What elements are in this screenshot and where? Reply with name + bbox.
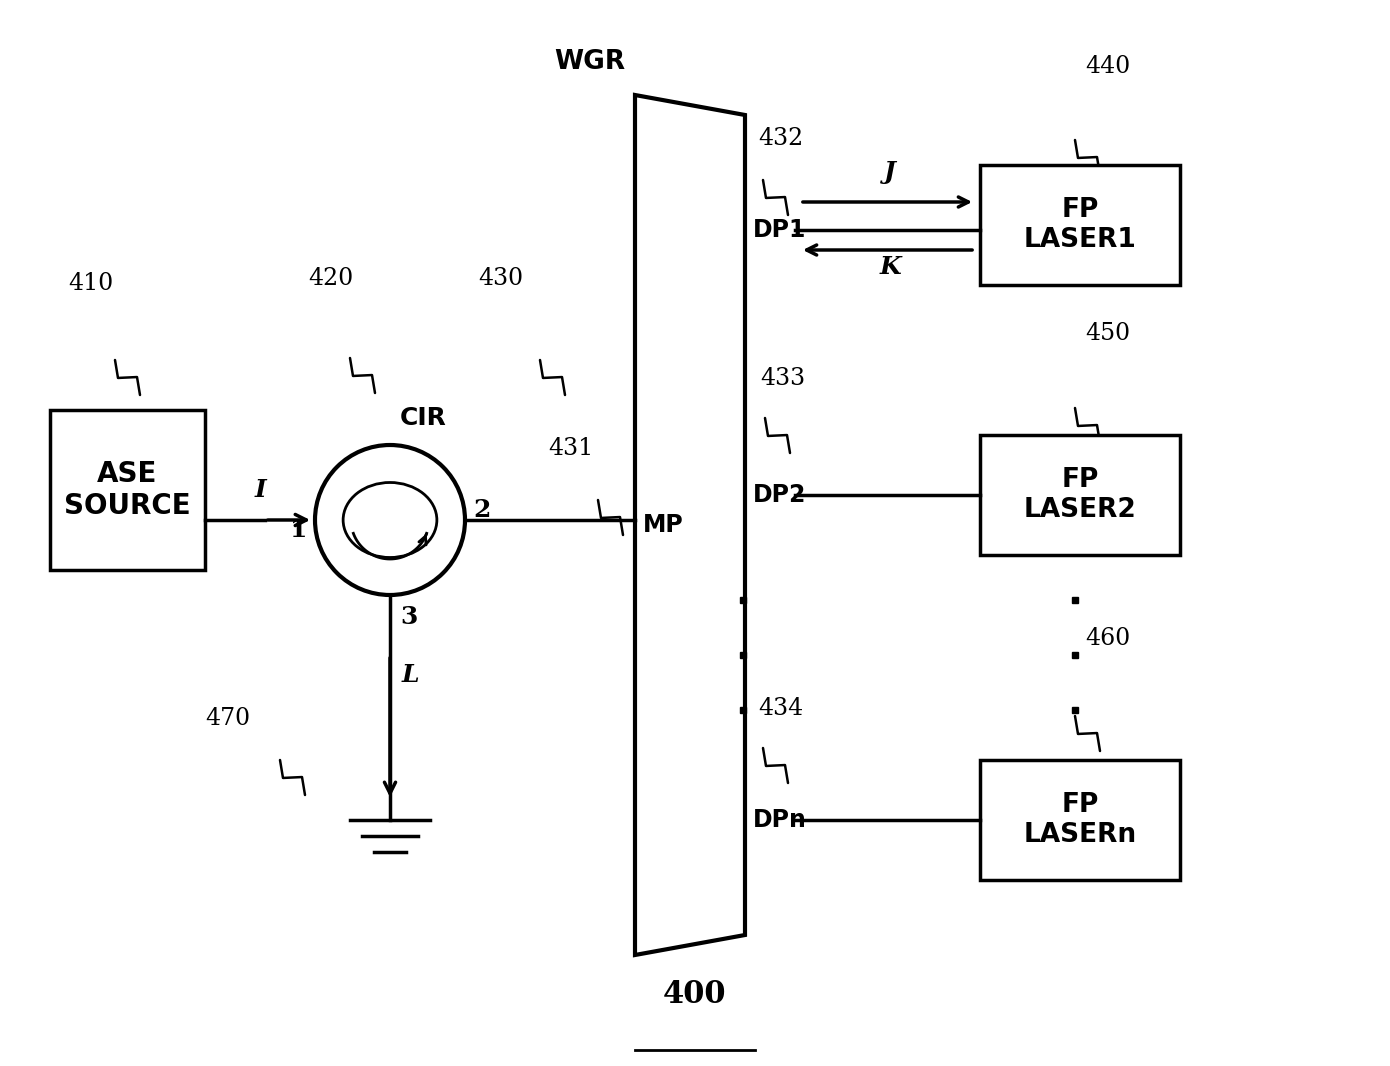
- FancyBboxPatch shape: [980, 435, 1180, 555]
- Text: 400: 400: [663, 979, 727, 1010]
- Text: L: L: [402, 663, 420, 687]
- Text: 420: 420: [309, 266, 353, 290]
- Text: 470: 470: [204, 707, 250, 730]
- Text: CIR: CIR: [400, 406, 446, 430]
- Text: 460: 460: [1086, 627, 1130, 650]
- Text: J: J: [884, 160, 897, 184]
- Text: DP1: DP1: [753, 219, 806, 242]
- FancyBboxPatch shape: [50, 410, 204, 570]
- Text: 432: 432: [758, 127, 803, 150]
- Text: 2: 2: [473, 498, 491, 522]
- FancyBboxPatch shape: [980, 760, 1180, 881]
- Text: 433: 433: [760, 367, 805, 390]
- Text: 440: 440: [1086, 55, 1130, 78]
- Text: FP
LASERn: FP LASERn: [1023, 792, 1137, 847]
- Text: FP
LASER1: FP LASER1: [1023, 197, 1137, 253]
- Text: WGR: WGR: [553, 49, 626, 75]
- Text: 3: 3: [400, 605, 417, 629]
- Text: K: K: [878, 255, 901, 279]
- Text: 410: 410: [68, 272, 113, 295]
- Text: I: I: [254, 478, 265, 502]
- Text: MP: MP: [644, 513, 684, 537]
- FancyBboxPatch shape: [980, 165, 1180, 285]
- Text: 430: 430: [478, 266, 523, 290]
- Text: ASE
SOURCE: ASE SOURCE: [64, 459, 190, 520]
- Text: FP
LASER2: FP LASER2: [1023, 467, 1137, 523]
- Text: 431: 431: [548, 437, 594, 461]
- Text: DPn: DPn: [753, 808, 806, 831]
- Text: 1: 1: [289, 518, 307, 542]
- Text: DP2: DP2: [753, 483, 806, 507]
- Text: 450: 450: [1086, 322, 1130, 345]
- Text: 434: 434: [758, 697, 803, 720]
